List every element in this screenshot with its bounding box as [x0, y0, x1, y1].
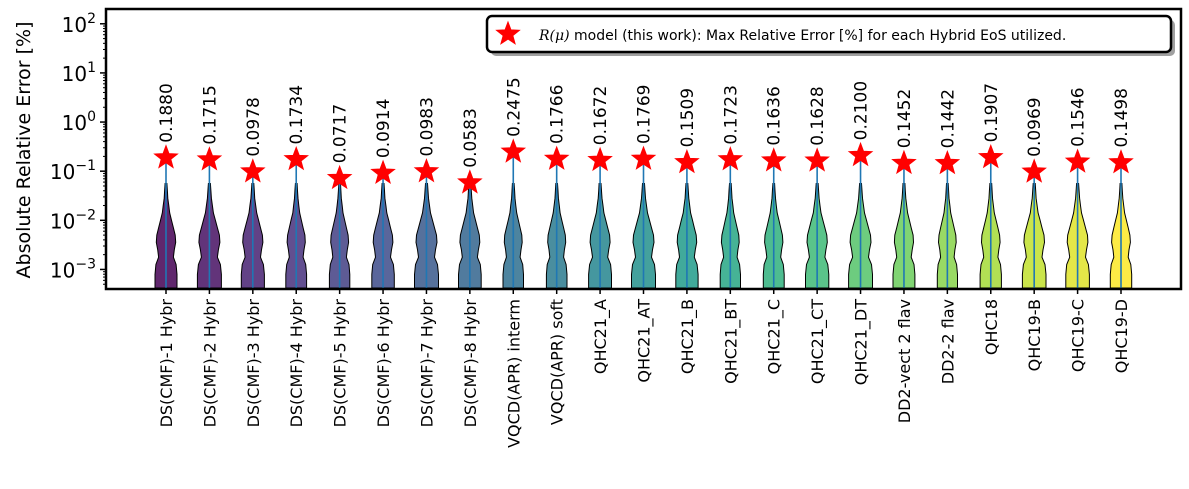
x-tick-label-3: DS(CMF)-3 Hybr [244, 299, 263, 428]
max-error-label-20: 0.1907 [982, 83, 1002, 142]
max-error-star-5 [326, 164, 353, 190]
x-tick-label-16: QHC21_CT [808, 299, 828, 384]
legend-label: R(μ) model (this work): Max Relative Err… [538, 28, 1066, 44]
max-error-label-19: 0.1442 [938, 89, 958, 148]
max-error-star-9 [500, 138, 527, 163]
y-axis-ticks: 10−3 10−2 10−1 100 101 102 [50, 11, 106, 285]
x-tick-label-11: QHC21_A [591, 299, 611, 374]
x-tick-label-22: QHC19-C [1069, 299, 1088, 372]
x-tick-label-21: QHC19-B [1025, 299, 1044, 371]
x-tick-label-1: DS(CMF)-1 Hybr [157, 299, 176, 428]
max-error-star-23 [1108, 149, 1134, 174]
legend-math: R(μ) [538, 28, 570, 44]
x-tick-label-13: QHC21_B [678, 299, 698, 374]
x-tick-label-10: VQCD(APR) soft [548, 299, 567, 425]
max-error-star-7 [413, 158, 440, 183]
max-error-label-4: 0.1734 [287, 85, 307, 144]
max-error-value-labels: 0.1880 0.1715 0.0978 0.1734 0.0717 0.0914 0.09… [157, 77, 1132, 167]
legend-text: model (this work): Max Relative Error [%… [570, 28, 1067, 44]
x-tick-label-12: QHC21_AT [635, 299, 655, 383]
max-error-label-14: 0.1723 [721, 85, 741, 144]
y-axis-label: Absolute Relative Error [%] [13, 22, 35, 279]
max-error-star-13 [674, 148, 700, 174]
max-error-label-13: 0.1509 [678, 88, 698, 147]
max-error-star-1 [153, 144, 179, 169]
max-error-star-15 [760, 147, 787, 172]
max-error-label-15: 0.1636 [765, 86, 785, 145]
max-error-label-10: 0.1766 [548, 85, 568, 144]
x-tick-label-6: DS(CMF)-6 Hybr [374, 299, 393, 428]
legend-box [485, 14, 1173, 54]
max-error-label-12: 0.1769 [635, 85, 655, 144]
max-error-star-20 [978, 143, 1004, 169]
max-error-label-1: 0.1880 [157, 83, 177, 142]
max-error-label-21: 0.0969 [1025, 97, 1045, 156]
max-error-star-2 [196, 146, 223, 171]
max-error-label-5: 0.0717 [331, 104, 351, 163]
max-error-star-16 [804, 147, 830, 172]
y-tick-label-2: 10−1 [50, 158, 96, 184]
x-tick-label-19: DD2-2 flav [938, 299, 957, 384]
max-error-star-10 [543, 145, 570, 170]
x-tick-label-20: QHC18 [982, 299, 1001, 355]
x-axis-ticks: DS(CMF)-1 Hybr DS(CMF)-2 Hybr DS(CMF)-3 Hy… [157, 289, 1131, 448]
max-error-label-16: 0.1628 [808, 86, 828, 145]
max-error-star-6 [370, 159, 396, 184]
x-tick-label-23: QHC19-D [1112, 299, 1131, 373]
max-error-label-2: 0.1715 [200, 85, 220, 144]
y-tick-label-4: 101 [62, 60, 96, 86]
x-tick-label-17: QHC21_DT [852, 299, 872, 385]
max-error-star-19 [934, 149, 961, 175]
max-error-star-21 [1021, 158, 1047, 183]
max-error-label-8: 0.0583 [461, 108, 481, 167]
max-error-star-3 [240, 158, 266, 183]
x-tick-label-5: DS(CMF)-5 Hybr [331, 299, 350, 428]
max-error-label-23: 0.1498 [1112, 88, 1132, 147]
max-error-label-7: 0.0983 [417, 97, 437, 156]
max-error-star-8 [457, 169, 483, 194]
x-tick-label-4: DS(CMF)-4 Hybr [287, 299, 306, 428]
y-tick-label-1: 10−2 [50, 207, 96, 233]
max-error-star-12 [630, 145, 657, 170]
max-error-stems [165, 151, 1122, 288]
legend: R(μ) model (this work): Max Relative Err… [485, 14, 1175, 56]
max-error-star-18 [891, 149, 917, 175]
x-tick-label-18: DD2-vect 2 flav [895, 299, 914, 423]
max-error-label-3: 0.0978 [244, 97, 264, 156]
max-error-star-4 [283, 146, 309, 171]
y-tick-label-0: 10−3 [50, 256, 96, 282]
max-error-star-17 [847, 141, 874, 167]
max-error-star-14 [717, 146, 744, 171]
x-tick-label-7: DS(CMF)-7 Hybr [417, 299, 436, 428]
y-tick-label-3: 100 [62, 109, 96, 135]
max-error-star-11 [587, 146, 613, 172]
max-error-label-11: 0.1672 [591, 86, 611, 145]
max-error-label-6: 0.0914 [374, 99, 394, 158]
max-error-label-18: 0.1452 [895, 89, 915, 148]
legend-star-icon [495, 20, 521, 45]
max-error-label-22: 0.1546 [1069, 87, 1089, 146]
y-tick-label-5: 102 [62, 11, 96, 37]
x-tick-label-8: DS(CMF)-8 Hybr [461, 299, 480, 428]
x-tick-label-9: VQCD(APR) interm [504, 299, 523, 448]
x-tick-label-15: QHC21_C [765, 299, 785, 374]
max-error-star-22 [1064, 148, 1091, 173]
max-error-label-17: 0.2100 [852, 81, 872, 140]
x-tick-label-2: DS(CMF)-2 Hybr [200, 299, 219, 428]
max-error-markers [153, 138, 1134, 194]
max-error-label-9: 0.2475 [504, 77, 524, 136]
x-tick-label-14: QHC21_BT [721, 299, 741, 384]
